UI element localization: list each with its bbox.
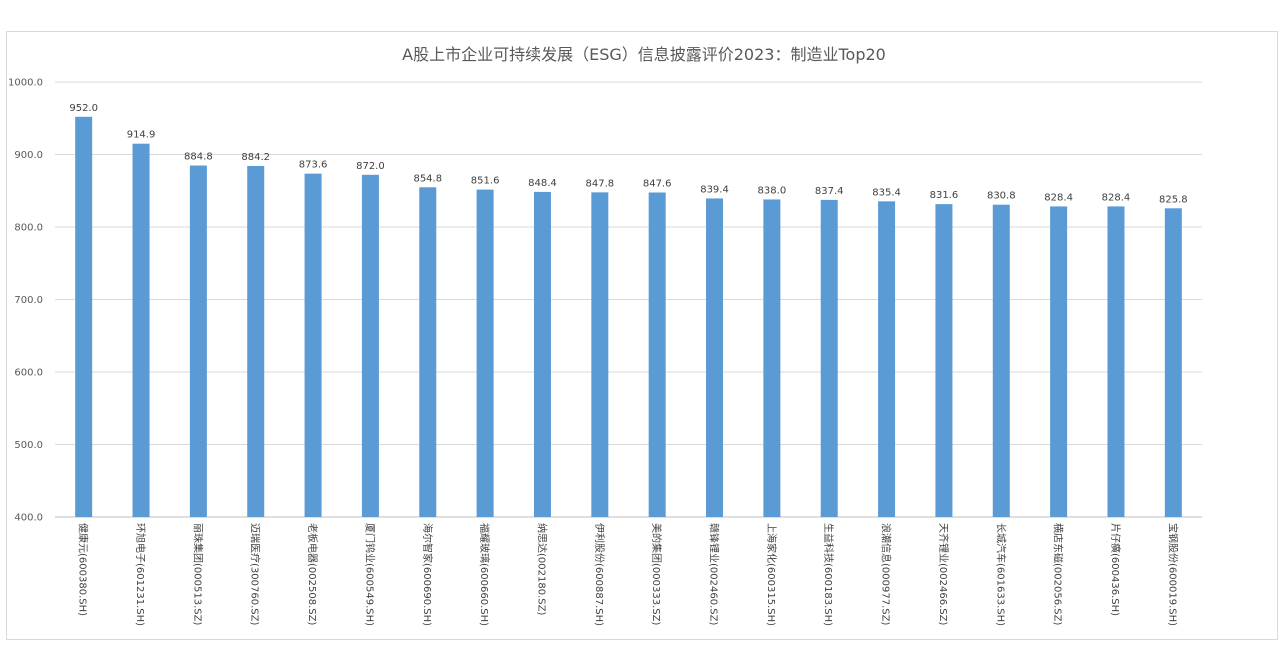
y-tick-label: 600.0: [14, 368, 43, 379]
x-category-label: 赣锋锂业(002460.SZ): [708, 523, 721, 625]
y-axis: 400.0 500.0 600.0 700.0 800.0 900.0 1000.0: [8, 78, 43, 524]
data-label: 854.8: [413, 173, 442, 184]
bar: [132, 143, 150, 517]
data-label: 914.9: [127, 130, 156, 141]
x-category-label: 福耀玻璃(600660.SH): [478, 523, 491, 626]
y-tick-label: 700.0: [14, 295, 43, 306]
x-category-label: 丽珠集团(000513.SZ): [191, 523, 204, 625]
x-category-label: 迈瑞医疗(300760.SZ): [249, 523, 262, 625]
x-category-label: 厦门钨业(600549.SH): [363, 523, 376, 626]
data-label: 884.8: [184, 152, 213, 163]
bar: [419, 187, 437, 517]
chart-title: A股上市企业可持续发展（ESG）信息披露评价2023：制造业Top20: [402, 45, 886, 64]
y-tick-label: 500.0: [14, 440, 43, 451]
gridlines: [55, 81, 1202, 518]
bar: [1107, 206, 1125, 517]
bar: [706, 198, 724, 517]
data-label: 847.6: [643, 178, 672, 189]
bar-chart: A股上市企业可持续发展（ESG）信息披露评价2023：制造业Top20 400.…: [8, 45, 1202, 626]
bar: [763, 199, 781, 517]
x-category-label: 上海家化(600315.SH): [765, 523, 778, 626]
bar: [476, 189, 494, 517]
bars: [75, 116, 1182, 518]
data-label: 831.6: [930, 190, 959, 201]
data-label: 847.8: [586, 178, 615, 189]
data-label: 873.6: [299, 160, 328, 171]
bar: [247, 165, 265, 517]
x-category-label: 纳思达(002180.SZ): [535, 523, 548, 615]
data-label: 828.4: [1044, 192, 1073, 203]
bar: [1050, 206, 1068, 517]
data-label: 830.8: [987, 191, 1016, 202]
bar: [878, 201, 896, 517]
bar: [820, 199, 838, 517]
bar: [75, 116, 93, 518]
data-label: 848.4: [528, 178, 557, 189]
data-label: 838.0: [758, 185, 787, 196]
data-label: 872.0: [356, 161, 385, 172]
bar: [992, 204, 1010, 518]
x-category-label: 宝钢股份(600019.SH): [1166, 523, 1179, 626]
x-category-label: 天齐锂业(002466.SZ): [937, 523, 950, 625]
x-category-label: 伊利股份(600887.SH): [593, 523, 605, 626]
y-tick-label: 900.0: [14, 150, 43, 161]
x-category-label: 横店东磁(002056.SZ): [1052, 523, 1065, 625]
data-label: 884.2: [241, 152, 270, 163]
data-label: 825.8: [1159, 194, 1188, 205]
data-label: 851.6: [471, 176, 500, 187]
bar: [591, 192, 609, 517]
x-axis: 健康元(600380.SH) 环旭电子(601231.SH) 丽珠集团(000513…: [77, 523, 1180, 626]
x-category-label: 长城汽车(601633.SH): [994, 523, 1007, 626]
bar: [648, 192, 666, 518]
x-category-label: 健康元(600380.SH): [77, 523, 90, 616]
data-labels: 952.0 914.9 884.8 884.2 873.6 872.0 854.8 851.6…: [69, 103, 1187, 205]
x-category-label: 美的集团(000333.SZ): [650, 523, 663, 625]
data-label: 952.0: [69, 103, 98, 114]
x-category-label: 环旭电子(601231.SH): [134, 523, 147, 626]
y-tick-label: 1000.0: [8, 78, 43, 89]
bar: [189, 165, 207, 517]
x-category-label: 老板电器(002508.SZ): [306, 523, 319, 625]
bar: [533, 191, 551, 517]
bar: [935, 204, 953, 517]
y-tick-label: 400.0: [14, 513, 43, 524]
x-category-label: 海尔智家(600690.SH): [421, 523, 434, 626]
chart-frame: A股上市企业可持续发展（ESG）信息披露评价2023：制造业Top20 400.…: [6, 31, 1278, 640]
bar: [304, 173, 322, 517]
data-label: 837.4: [815, 186, 844, 197]
x-category-label: 片仔癀(600436.SH): [1109, 523, 1122, 616]
x-category-label: 生益科技(600183.SH): [822, 523, 835, 626]
bar: [361, 174, 379, 518]
data-label: 835.4: [872, 187, 901, 198]
data-label: 839.4: [700, 184, 729, 195]
data-label: 828.4: [1102, 192, 1131, 203]
x-category-label: 浪潮信息(000977.SZ): [880, 523, 893, 625]
bar: [1164, 208, 1182, 518]
y-tick-label: 800.0: [14, 223, 43, 234]
